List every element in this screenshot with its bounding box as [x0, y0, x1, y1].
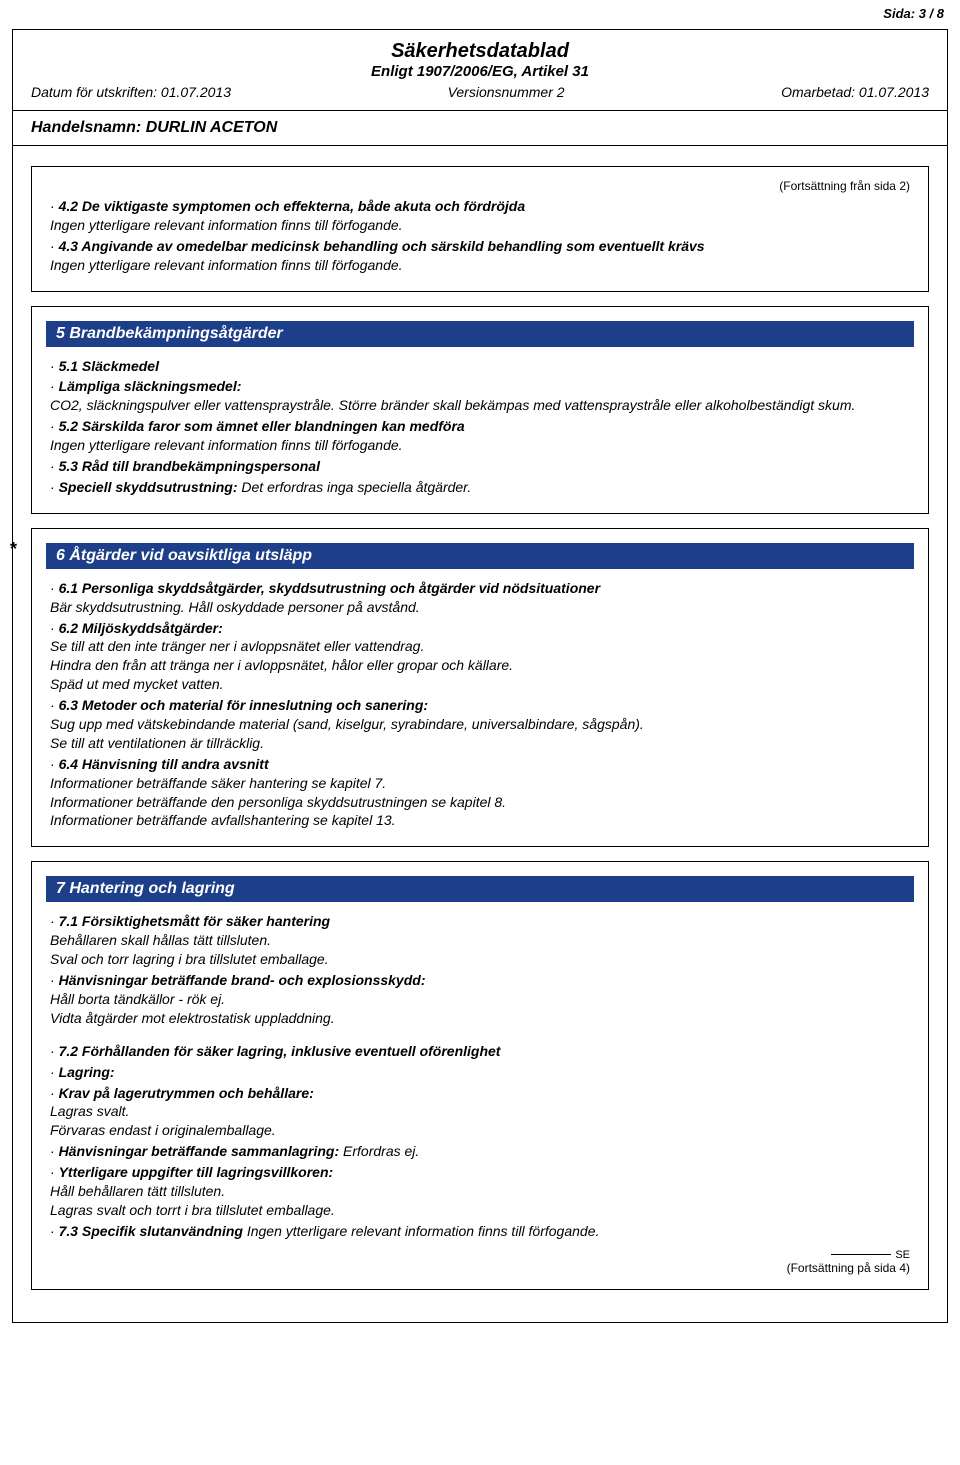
page-frame: Säkerhetsdatablad Enligt 1907/2006/EG, A…	[12, 29, 948, 1323]
item-5-1: 5.1 Släckmedel	[50, 357, 910, 376]
item-5-3-label: 5.3 Råd till brandbekämpningspersonal	[59, 458, 320, 474]
section-7-header: 7 Hantering och lagring	[46, 876, 914, 902]
item-7-storage-req: Krav på lagerutrymmen och behållare: Lag…	[50, 1084, 910, 1141]
item-7-costorage-text: Erfordras ej.	[339, 1143, 419, 1159]
print-date: Datum för utskriften: 01.07.2013	[31, 84, 231, 100]
footer-locale: SE	[50, 1249, 910, 1261]
item-6-2: 6.2 Miljöskyddsåtgärder: Se till att den…	[50, 619, 910, 695]
section-7-box: 7 Hantering och lagring 7.1 Försiktighet…	[31, 861, 929, 1289]
locale-code: SE	[895, 1249, 910, 1261]
item-7-costorage-label: Hänvisningar beträffande sammanlagring:	[59, 1143, 340, 1159]
item-7-1-label: 7.1 Försiktighetsmått för säker hanterin…	[59, 913, 331, 929]
item-6-3-text2: Se till att ventilationen är tillräcklig…	[50, 734, 910, 753]
item-7-2: 7.2 Förhållanden för säker lagring, inkl…	[50, 1042, 910, 1061]
item-5-equipment: Speciell skyddsutrustning: Det erfordras…	[50, 478, 910, 497]
item-6-3: 6.3 Metoder och material för inneslutnin…	[50, 696, 910, 753]
item-7-fire-text2: Vidta åtgärder mot elektrostatisk upplad…	[50, 1009, 910, 1028]
doc-header: Säkerhetsdatablad Enligt 1907/2006/EG, A…	[13, 30, 947, 106]
item-7-further-label: Ytterligare uppgifter till lagringsvillk…	[59, 1164, 334, 1180]
item-5-1-label: 5.1 Släckmedel	[59, 358, 159, 374]
section-5-header: 5 Brandbekämpningsåtgärder	[46, 321, 914, 347]
item-6-3-label: 6.3 Metoder och material för inneslutnin…	[59, 697, 429, 713]
item-7-storage-req-text1: Lagras svalt.	[50, 1102, 910, 1121]
item-5-media-label: Lämpliga släckningsmedel:	[59, 378, 242, 394]
item-6-4-text1: Informationer beträffande säker hanterin…	[50, 774, 910, 793]
item-4-3-text: Ingen ytterligare relevant information f…	[50, 256, 910, 275]
continuation-from: (Fortsättning från sida 2)	[50, 179, 910, 193]
doc-subtitle: Enligt 1907/2006/EG, Artikel 31	[31, 63, 929, 80]
item-7-further-text1: Håll behållaren tätt tillsluten.	[50, 1182, 910, 1201]
section-6-header: 6 Åtgärder vid oavsiktliga utsläpp	[46, 543, 914, 569]
meta-row: Datum för utskriften: 01.07.2013 Version…	[31, 84, 929, 100]
item-6-1-label: 6.1 Personliga skyddsåtgärder, skyddsutr…	[59, 580, 600, 596]
item-4-2-text: Ingen ytterligare relevant information f…	[50, 216, 910, 235]
item-7-storage-label: Lagring:	[59, 1064, 115, 1080]
asterisk-icon: *	[10, 539, 17, 560]
item-7-1-text1: Behållaren skall hållas tätt tillsluten.	[50, 931, 910, 950]
item-4-3: 4.3 Angivande av omedelbar medicinsk beh…	[50, 237, 910, 275]
item-6-4-text2: Informationer beträffande den personliga…	[50, 793, 910, 812]
item-7-fire: Hänvisningar beträffande brand- och expl…	[50, 971, 910, 1028]
item-5-3: 5.3 Råd till brandbekämpningspersonal	[50, 457, 910, 476]
item-6-2-text2: Hindra den från att tränga ner i avlopps…	[50, 656, 910, 675]
item-6-2-text1: Se till att den inte tränger ner i avlop…	[50, 637, 910, 656]
item-7-1: 7.1 Försiktighetsmått för säker hanterin…	[50, 912, 910, 969]
item-6-3-text1: Sug upp med vätskebindande material (san…	[50, 715, 910, 734]
item-7-further-text2: Lagras svalt och torrt i bra tillslutet …	[50, 1201, 910, 1220]
section-5-box: 5 Brandbekämpningsåtgärder 5.1 Släckmede…	[31, 306, 929, 514]
item-7-3-label: 7.3 Specifik slutanvändning	[59, 1223, 243, 1239]
item-7-storage-req-label: Krav på lagerutrymmen och behållare:	[59, 1085, 314, 1101]
section-4-continuation-box: (Fortsättning från sida 2) 4.2 De viktig…	[31, 166, 929, 292]
item-6-1: 6.1 Personliga skyddsåtgärder, skyddsutr…	[50, 579, 910, 617]
section-6-box: * 6 Åtgärder vid oavsiktliga utsläpp 6.1…	[31, 528, 929, 848]
item-7-3-text: Ingen ytterligare relevant information f…	[243, 1223, 599, 1239]
item-6-1-text: Bär skyddsutrustning. Håll oskyddade per…	[50, 598, 910, 617]
item-7-fire-text1: Håll borta tändkällor - rök ej.	[50, 990, 910, 1009]
item-5-media-text: CO2, släckningspulver eller vattensprays…	[50, 396, 910, 415]
item-5-2-label: 5.2 Särskilda faror som ämnet eller blan…	[59, 418, 465, 434]
continuation-next: (Fortsättning på sida 4)	[50, 1261, 910, 1275]
item-5-media: Lämpliga släckningsmedel: CO2, släckning…	[50, 377, 910, 415]
doc-title: Säkerhetsdatablad	[31, 40, 929, 63]
item-6-2-label: 6.2 Miljöskyddsåtgärder:	[59, 620, 223, 636]
revised-date: Omarbetad: 01.07.2013	[781, 84, 929, 100]
item-7-costorage: Hänvisningar beträffande sammanlagring: …	[50, 1142, 910, 1161]
item-4-2-label: 4.2 De viktigaste symptomen och effekter…	[59, 198, 526, 214]
product-name: Handelsnamn: DURLIN ACETON	[13, 111, 947, 141]
version-number: Versionsnummer 2	[448, 84, 565, 100]
item-6-4-label: 6.4 Hänvisning till andra avsnitt	[59, 756, 269, 772]
item-5-equipment-label: Speciell skyddsutrustning:	[59, 479, 238, 495]
item-7-storage: Lagring:	[50, 1063, 910, 1082]
page-number: Sida: 3 / 8	[0, 0, 960, 21]
item-4-2: 4.2 De viktigaste symptomen och effekter…	[50, 197, 910, 235]
item-7-storage-req-text2: Förvaras endast i originalemballage.	[50, 1121, 910, 1140]
item-5-equipment-text: Det erfordras inga speciella åtgärder.	[238, 479, 472, 495]
content-area: (Fortsättning från sida 2) 4.2 De viktig…	[13, 146, 947, 1322]
item-5-2: 5.2 Särskilda faror som ämnet eller blan…	[50, 417, 910, 455]
item-7-fire-label: Hänvisningar beträffande brand- och expl…	[59, 972, 426, 988]
item-7-1-text2: Sval och torr lagring i bra tillslutet e…	[50, 950, 910, 969]
item-6-4-text3: Informationer beträffande avfallshanteri…	[50, 811, 910, 830]
item-4-3-label: 4.3 Angivande av omedelbar medicinsk beh…	[59, 238, 705, 254]
item-5-2-text: Ingen ytterligare relevant information f…	[50, 436, 910, 455]
item-6-4: 6.4 Hänvisning till andra avsnitt Inform…	[50, 755, 910, 831]
item-7-further: Ytterligare uppgifter till lagringsvillk…	[50, 1163, 910, 1220]
item-7-3: 7.3 Specifik slutanvändning Ingen ytterl…	[50, 1222, 910, 1241]
item-7-2-label: 7.2 Förhållanden för säker lagring, inkl…	[59, 1043, 501, 1059]
item-6-2-text3: Späd ut med mycket vatten.	[50, 675, 910, 694]
